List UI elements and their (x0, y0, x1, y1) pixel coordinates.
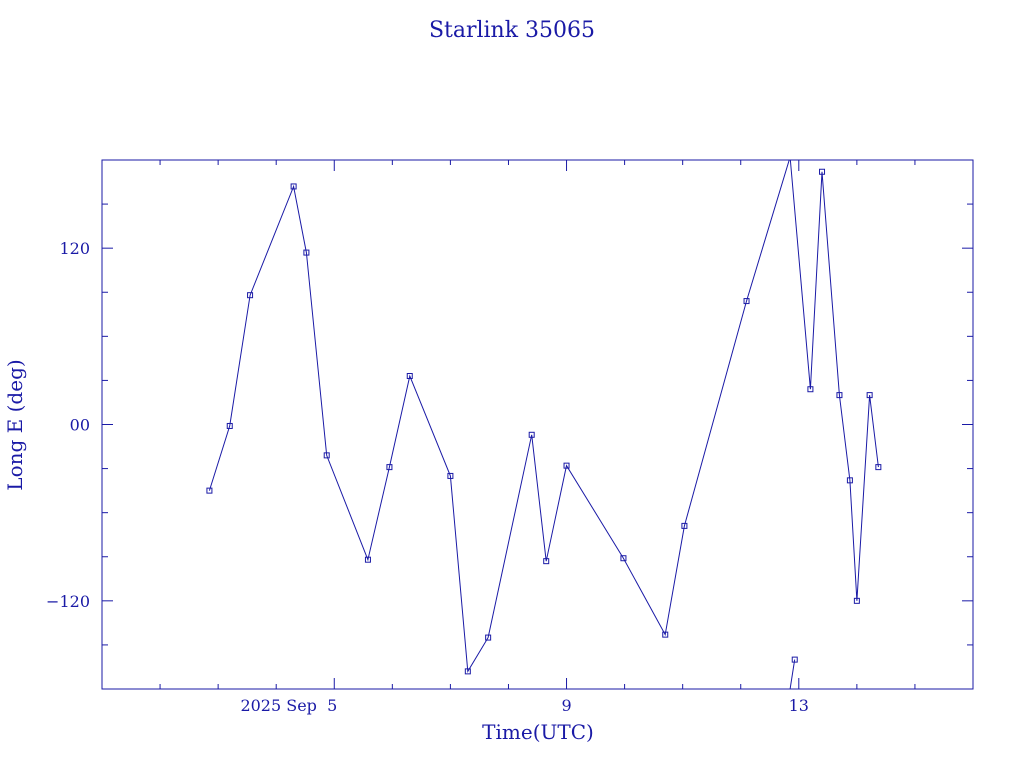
data-point (447, 472, 454, 479)
data-point (807, 386, 814, 393)
data-point (323, 452, 330, 459)
data-point (620, 555, 627, 562)
x-tick-label: 2025 Sep 5 (240, 696, 337, 715)
data-point (406, 373, 413, 380)
data-point (290, 183, 297, 190)
data-point (846, 477, 853, 484)
data-point (543, 558, 550, 565)
x-tick-label: 9 (561, 696, 571, 715)
series-lines (208, 160, 879, 689)
x-axis-label: Time(UTC) (482, 720, 594, 744)
axis-ticks (101, 160, 974, 689)
data-point (386, 464, 393, 471)
series-line (789, 160, 879, 601)
data-point (875, 464, 882, 471)
data-point (247, 292, 254, 299)
data-point (681, 522, 688, 529)
series-line (789, 659, 796, 689)
data-point (464, 668, 471, 675)
chart-title: Starlink 35065 (429, 18, 595, 43)
data-point (819, 168, 826, 175)
data-point (791, 656, 798, 663)
data-point (485, 634, 492, 641)
data-point (853, 597, 860, 604)
data-point (866, 392, 873, 399)
y-tick-label: 120 (59, 239, 90, 258)
series-line (208, 160, 790, 673)
data-point (364, 556, 371, 563)
y-axis-label: Long E (deg) (3, 359, 27, 490)
y-tick-label: −120 (46, 592, 90, 611)
data-point (303, 249, 310, 256)
y-tick-label: 00 (70, 416, 90, 435)
data-point (226, 422, 233, 429)
axis-tick-labels: 2025 Sep 5 9 13 −120 00 120 (46, 239, 809, 715)
data-point (662, 631, 669, 638)
data-point (563, 462, 570, 469)
data-point (836, 392, 843, 399)
series-points (206, 168, 882, 675)
data-point (206, 487, 213, 494)
data-point (528, 431, 535, 438)
data-point (743, 298, 750, 305)
x-tick-label: 13 (789, 696, 809, 715)
